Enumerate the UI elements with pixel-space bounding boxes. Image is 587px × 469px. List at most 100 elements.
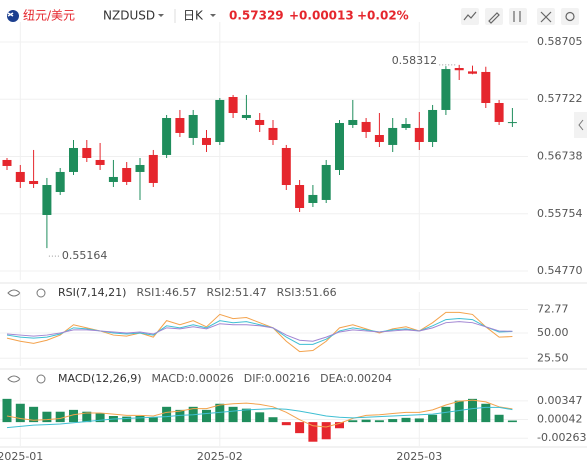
- candle-body: [148, 154, 158, 183]
- y-tick-label: 50.00: [537, 326, 569, 339]
- indicator-title: RSI(7,14,21): [58, 286, 126, 299]
- candle-body: [135, 164, 145, 172]
- candle-body: [281, 147, 291, 186]
- candle-body: [175, 118, 185, 133]
- pair-name[interactable]: 纽元/美元: [23, 9, 75, 23]
- legend-entry: RSI2:51.47: [207, 286, 267, 299]
- legend-entry: DIF:0.00216: [244, 372, 310, 385]
- macd-bar: [122, 416, 132, 423]
- macd-bar: [148, 417, 158, 423]
- gear-icon[interactable]: [36, 288, 46, 298]
- legend-entry: DEA:0.00204: [320, 372, 392, 385]
- candle-body: [321, 164, 331, 200]
- y-tick-label: 0.55754: [537, 207, 583, 220]
- dropdown-arrow[interactable]: [210, 14, 216, 17]
- period[interactable]: 日K: [183, 9, 204, 23]
- macd-bar: [175, 409, 185, 423]
- candle-body: [308, 194, 318, 203]
- candle-body: [29, 180, 39, 185]
- macd-bar: [55, 411, 65, 423]
- candle-body: [388, 127, 398, 145]
- macd-bar: [2, 398, 12, 423]
- candle-body: [401, 124, 411, 128]
- macd-bar: [361, 419, 371, 423]
- candle-body: [374, 135, 384, 142]
- candle-body: [481, 71, 491, 103]
- indicator-title: MACD(12,26,9): [58, 372, 142, 385]
- macd-bar: [321, 422, 331, 440]
- change: +0.00013: [289, 9, 354, 23]
- macd-bar: [348, 420, 358, 423]
- y-tick-label: 0.54770: [537, 264, 583, 277]
- gear-icon[interactable]: [36, 374, 46, 384]
- candle-body: [42, 185, 52, 215]
- macd-bar: [215, 403, 225, 423]
- dropdown-arrow[interactable]: [158, 14, 164, 17]
- macd-bar: [428, 414, 438, 423]
- y-tick-label: 0.58705: [537, 35, 583, 48]
- candle-body: [95, 159, 105, 165]
- x-tick-label: 2025-01: [0, 450, 43, 463]
- candle-button[interactable]: [509, 8, 527, 25]
- symbol[interactable]: NZDUSD: [103, 9, 155, 23]
- scroll-handle[interactable]: [574, 112, 587, 138]
- candle-body: [361, 121, 371, 132]
- x-tick-label: 2025-02: [197, 450, 243, 463]
- candle-body: [428, 109, 438, 142]
- y-tick-label: 0.57722: [537, 92, 583, 105]
- price: 0.57329: [229, 9, 284, 23]
- indicator-line: [6, 406, 513, 429]
- candle-body: [494, 102, 504, 122]
- macd-bar: [69, 409, 78, 423]
- macd-bar: [42, 411, 52, 423]
- macd-bar: [162, 406, 172, 423]
- candle-body: [414, 127, 424, 142]
- macd-bar: [15, 403, 25, 423]
- candle-body: [295, 185, 305, 208]
- y-tick-label: 0.00042: [537, 413, 583, 426]
- candle-body: [468, 71, 477, 74]
- candle-body: [108, 176, 118, 182]
- macd-bar: [481, 403, 491, 423]
- candle-body: [202, 137, 211, 145]
- candle-body: [55, 171, 65, 192]
- candle-body: [441, 69, 451, 110]
- macd-bar: [29, 406, 39, 423]
- candle-body: [122, 168, 132, 182]
- macd-bar: [308, 422, 318, 442]
- macd-bar: [241, 408, 251, 423]
- indicator-line: [6, 318, 513, 345]
- macd-bar: [388, 419, 398, 423]
- y-tick-label: 72.77: [537, 303, 569, 316]
- y-tick-label: 0.00347: [537, 394, 583, 407]
- macd-bar: [441, 406, 451, 423]
- macd-bar: [401, 417, 411, 423]
- candle-body: [507, 122, 517, 124]
- legend-entry: MACD:0.00026: [152, 372, 234, 385]
- low-label: 0.55164: [62, 249, 108, 262]
- macd-bar: [454, 400, 464, 423]
- candle-body: [215, 99, 225, 142]
- candle-body: [268, 127, 278, 141]
- settings-button[interactable]: [561, 8, 579, 25]
- macd-bar: [268, 417, 278, 423]
- candle-body: [82, 147, 92, 158]
- legend-entry: RSI1:46.57: [136, 286, 196, 299]
- candle-body: [162, 118, 172, 155]
- x-tick-label: 2025-03: [396, 450, 442, 463]
- macd-bar: [414, 418, 424, 423]
- macd-bar: [507, 420, 517, 423]
- high-label: 0.58312: [392, 54, 438, 67]
- macd-bar: [295, 422, 305, 434]
- toolbar: [461, 8, 579, 25]
- macd-bar: [255, 412, 265, 423]
- candle-body: [241, 114, 251, 119]
- macd-bar: [468, 398, 477, 423]
- candle-body: [348, 119, 358, 125]
- indicator-line: [6, 399, 513, 428]
- macd-bar: [374, 420, 384, 423]
- candle-body: [15, 171, 25, 182]
- flag-icon: [7, 10, 19, 22]
